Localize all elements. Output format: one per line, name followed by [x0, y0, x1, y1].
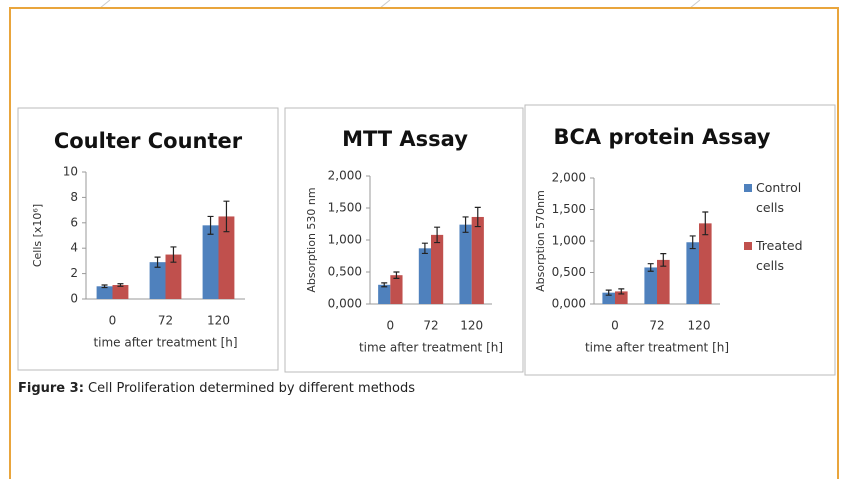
legend-label: Control cells [756, 180, 802, 215]
bar [149, 262, 166, 299]
bar [112, 285, 129, 299]
error-bar [702, 211, 709, 236]
y-tick-label: 1,000 [328, 233, 362, 247]
caption-text: Cell Proliferation determined by differe… [88, 381, 416, 396]
legend-swatch [744, 184, 752, 192]
error-bar [381, 282, 388, 288]
error-bar [101, 284, 108, 289]
y-tick-label: 1,500 [552, 202, 586, 216]
bar [431, 234, 444, 304]
frame [9, 7, 839, 479]
error-bar [647, 263, 654, 272]
x-tick-label: 0 [611, 319, 619, 333]
x-tick-label: 72 [649, 319, 664, 333]
error-bar [170, 246, 177, 263]
decor-line [689, 0, 701, 9]
bar [378, 284, 391, 304]
x-tick-label: 120 [688, 319, 711, 333]
decor-line [99, 0, 111, 9]
x-tick-label: 72 [423, 319, 438, 333]
bar [602, 292, 615, 304]
error-bar [618, 288, 625, 295]
y-tick-label: 6 [70, 215, 78, 229]
error-bar [660, 253, 667, 267]
bar [699, 223, 712, 304]
error-bar [393, 271, 400, 279]
x-axis-label: time after treatment [h] [585, 341, 729, 355]
error-bar [689, 235, 696, 250]
error-bar [421, 242, 428, 255]
x-tick-label: 0 [387, 319, 395, 333]
bar [615, 291, 628, 304]
y-axis-label: Absorption 570nm [534, 190, 547, 292]
chart-panel [17, 107, 279, 371]
legend-label: Treated cells [756, 238, 803, 273]
y-tick-label: 0,500 [552, 265, 586, 279]
error-bar [434, 226, 441, 244]
y-tick-label: 2,000 [328, 169, 362, 183]
bar [459, 224, 472, 304]
bar [96, 286, 113, 299]
y-tick-label: 0,500 [328, 265, 362, 279]
error-bar [474, 206, 481, 228]
y-tick-label: 0 [70, 292, 78, 306]
legend-swatch [744, 242, 752, 250]
error-bar [117, 283, 124, 287]
y-tick-label: 4 [70, 241, 78, 255]
error-bar [223, 200, 230, 233]
error-bar [207, 215, 214, 235]
chart-title: BCA protein Assay [553, 125, 770, 149]
x-axis-label: time after treatment [h] [93, 336, 237, 350]
caption: Figure 3: Cell Proliferation determined … [18, 381, 415, 396]
decor-line [379, 0, 391, 9]
bar [202, 225, 219, 299]
bar [390, 275, 403, 304]
x-axis-label: time after treatment [h] [359, 341, 503, 355]
x-tick-label: 120 [460, 319, 483, 333]
x-tick-label: 0 [109, 314, 117, 328]
bar [644, 267, 657, 304]
error-bar [605, 289, 612, 296]
bar [471, 216, 484, 304]
y-tick-label: 2 [70, 266, 78, 280]
y-tick-label: 8 [70, 190, 78, 204]
error-bar [154, 256, 161, 268]
y-tick-label: 0,000 [552, 297, 586, 311]
error-bar [462, 216, 469, 233]
bar [686, 242, 699, 304]
y-tick-label: 10 [63, 165, 78, 179]
bar [657, 259, 670, 304]
chart-panel [524, 104, 836, 376]
chart-title: MTT Assay [342, 127, 468, 151]
bar [218, 216, 235, 299]
chart-title: Coulter Counter [54, 129, 243, 153]
bar [418, 248, 431, 304]
y-tick-label: 1,000 [552, 234, 586, 248]
y-axis-label: Absorption 530 nm [305, 187, 318, 292]
y-tick-label: 2,000 [552, 171, 586, 185]
y-tick-label: 0,000 [328, 297, 362, 311]
bar [165, 254, 182, 299]
y-axis-label: Cells [x10⁶] [31, 204, 44, 267]
x-tick-label: 120 [207, 314, 230, 328]
caption-label: Figure 3: [18, 381, 84, 396]
y-tick-label: 1,500 [328, 201, 362, 215]
x-tick-label: 72 [158, 314, 173, 328]
